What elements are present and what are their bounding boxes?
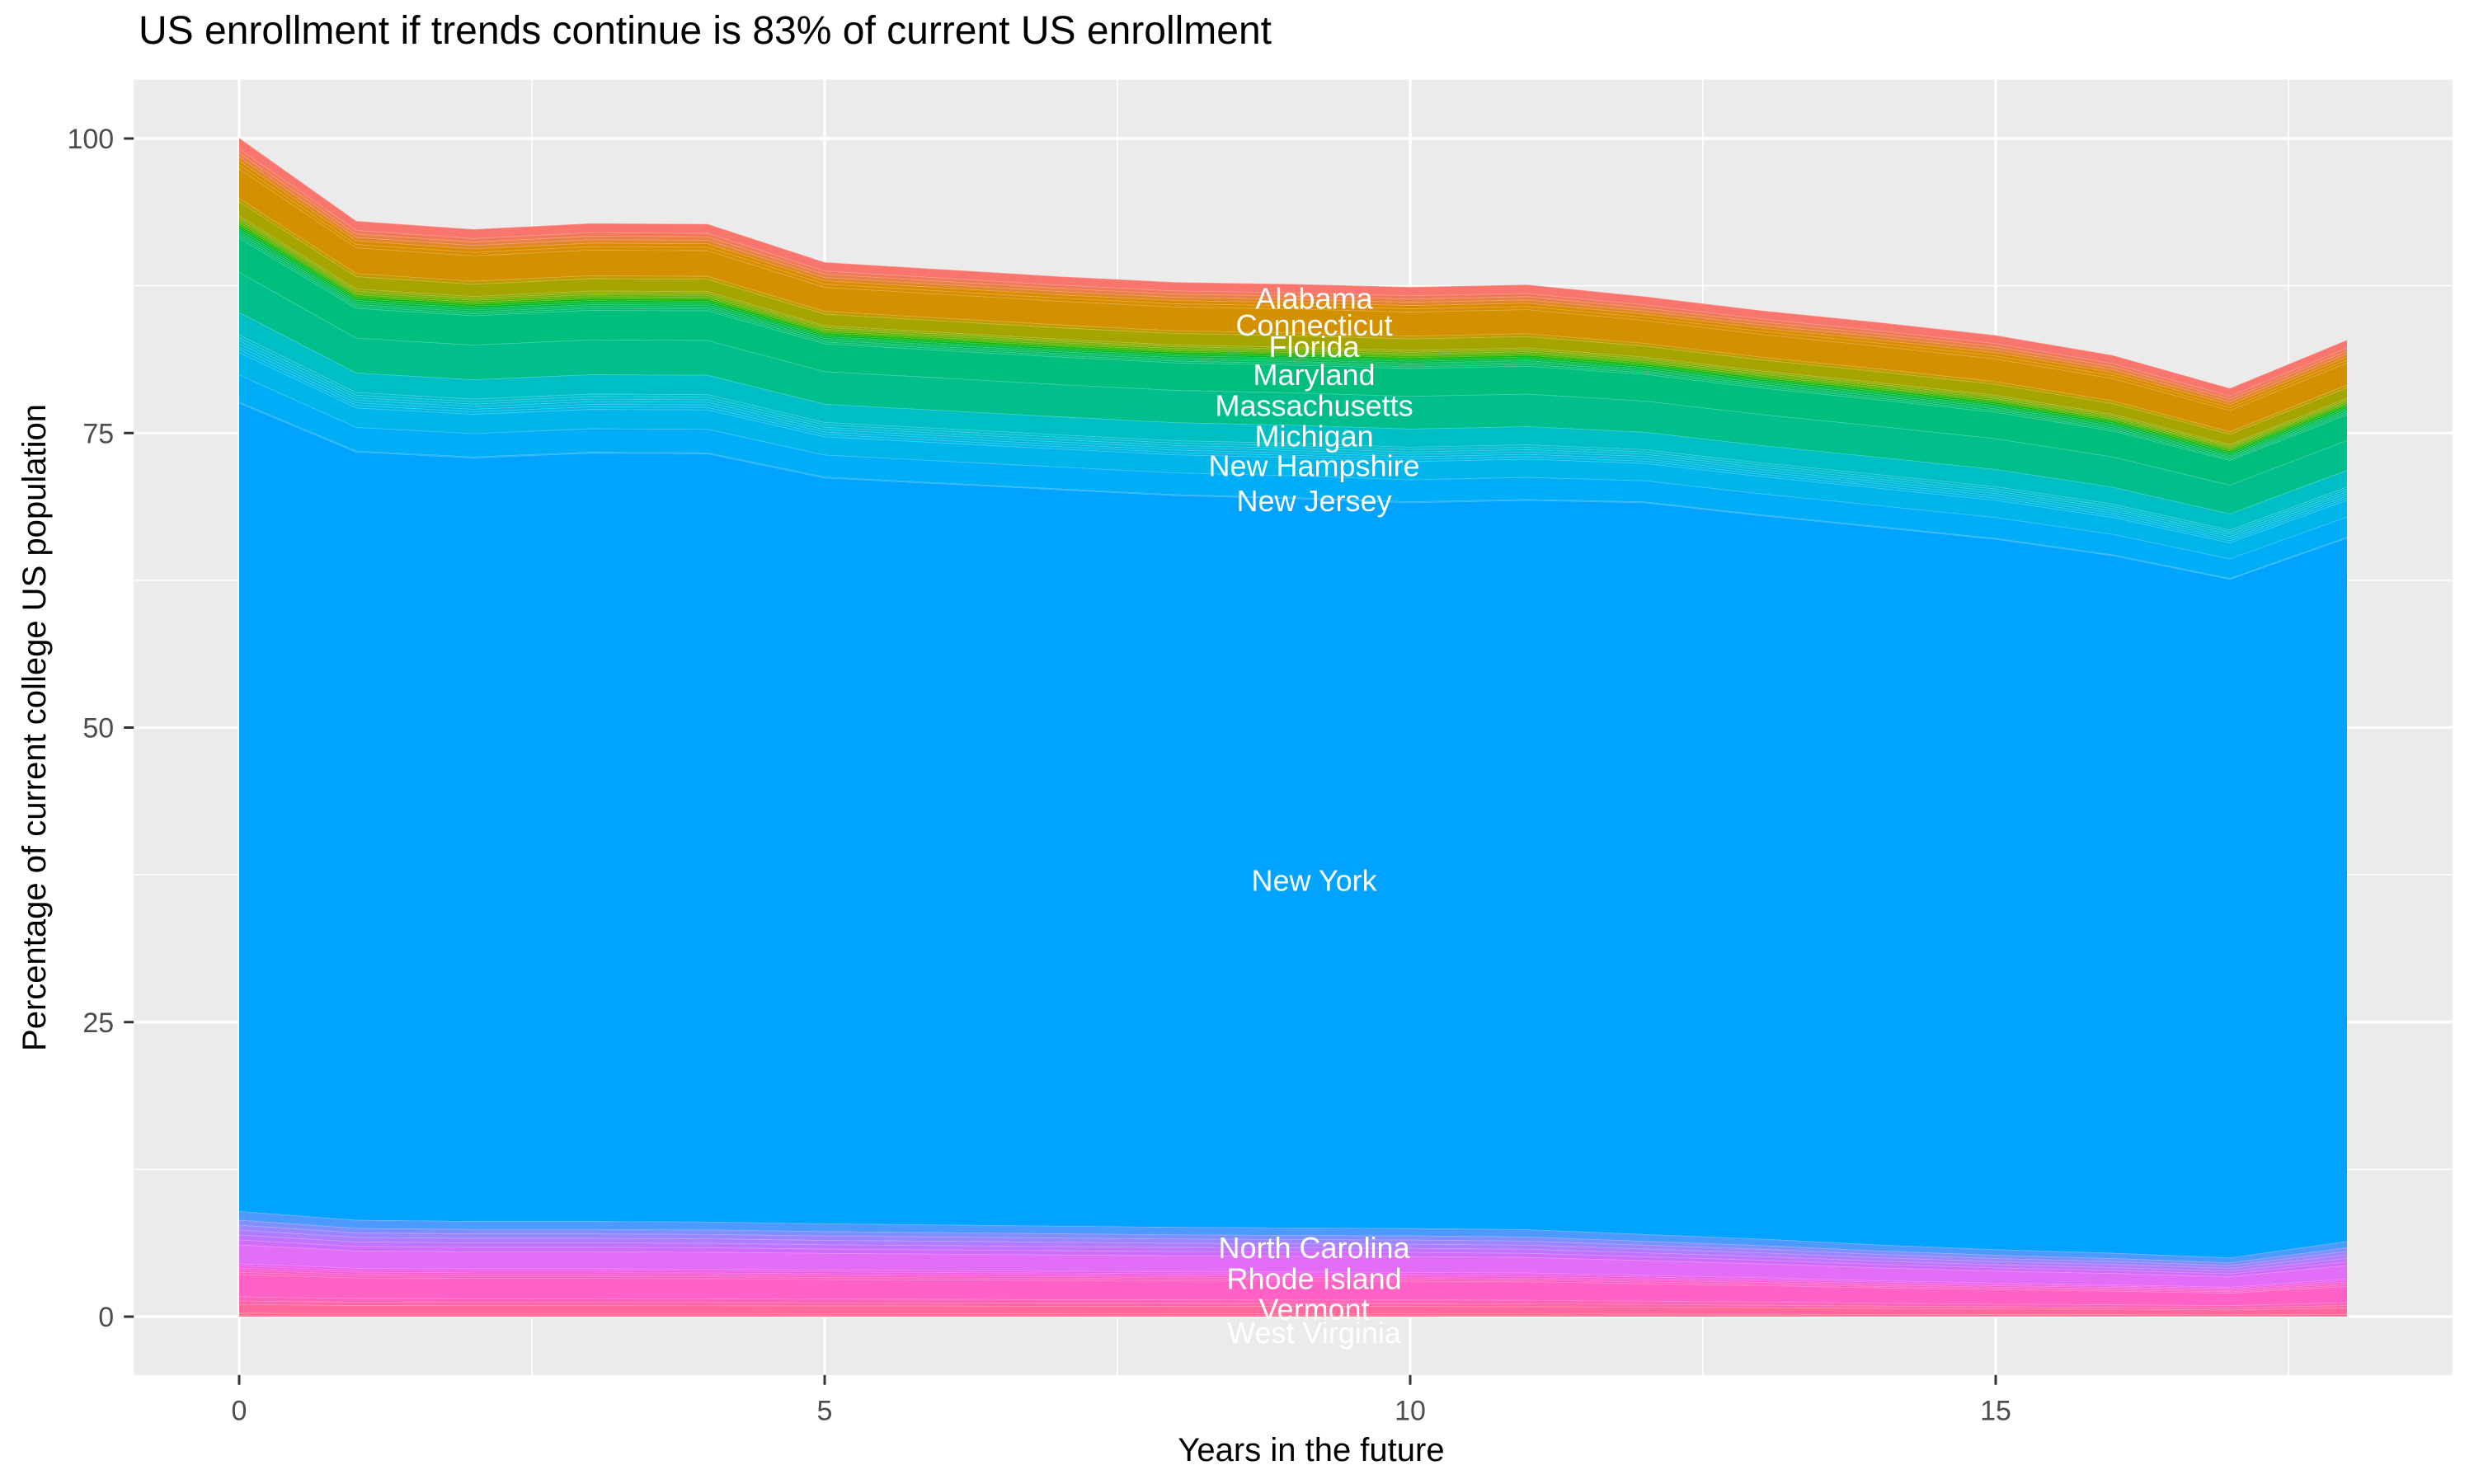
x-tick-label: 5 xyxy=(817,1396,833,1427)
axis-ticks xyxy=(124,137,1997,1385)
area-oregon xyxy=(239,1234,2347,1274)
state-label-west-virginia: West Virginia xyxy=(1227,1316,1402,1350)
state-label-new-jersey: New Jersey xyxy=(1237,484,1392,518)
area-maryland xyxy=(239,237,2347,486)
area-north-dakota xyxy=(239,1219,2347,1266)
area-tennessee xyxy=(239,1267,2347,1291)
x-tick-label: 10 xyxy=(1395,1396,1426,1427)
state-label-rhode-island: Rhode Island xyxy=(1226,1261,1401,1295)
area-new-jersey xyxy=(239,374,2347,579)
chart-title: US enrollment if trends continue is 83% … xyxy=(139,9,1272,53)
state-label-new-hampshire: New Hampshire xyxy=(1209,448,1420,482)
y-axis-title: Percentage of current college US populat… xyxy=(16,404,53,1051)
area-ohio xyxy=(239,1224,2347,1269)
state-labels: AlabamaConnecticutFloridaMarylandMassach… xyxy=(1209,281,1420,1350)
area-virginia xyxy=(239,1296,2347,1308)
state-label-massachusetts: Massachusetts xyxy=(1216,388,1413,422)
area-north-carolina xyxy=(239,1211,2347,1263)
state-label-florida: Florida xyxy=(1269,330,1361,364)
state-label-alabama: Alabama xyxy=(1256,281,1374,315)
y-tick-label: 100 xyxy=(67,124,114,155)
area-wyoming xyxy=(239,1315,2347,1317)
area-pennsylvania xyxy=(239,1239,2347,1277)
y-tick-label: 25 xyxy=(82,1007,114,1039)
x-axis-title: Years in the future xyxy=(1178,1432,1444,1468)
area-massachusetts xyxy=(239,272,2347,514)
state-label-michigan: Michigan xyxy=(1255,420,1374,453)
state-label-north-carolina: North Carolina xyxy=(1219,1231,1411,1265)
area-connecticut xyxy=(239,168,2347,432)
y-tick-label: 50 xyxy=(82,713,114,744)
area-vermont xyxy=(239,1274,2347,1306)
area-new-york xyxy=(239,402,2347,1258)
axis-tick-labels: 0 25 50 75 100 0 5 10 15 xyxy=(67,124,2011,1427)
area-new-hampshire xyxy=(239,352,2347,559)
area-florida xyxy=(239,201,2347,444)
area-bands xyxy=(238,137,2348,1317)
state-label-vermont: Vermont xyxy=(1259,1292,1370,1326)
y-tick-label: 75 xyxy=(82,418,114,449)
area-texas xyxy=(239,1270,2347,1292)
state-label-maryland: Maryland xyxy=(1253,358,1376,392)
area-rhode-island xyxy=(239,1244,2347,1288)
x-tick-label: 0 xyxy=(232,1396,247,1427)
area-west-virginia xyxy=(239,1304,2347,1315)
state-label-connecticut: Connecticut xyxy=(1236,308,1393,342)
area-south-dakota xyxy=(239,1266,2347,1289)
y-tick-label: 0 xyxy=(98,1302,114,1333)
band-edge-alabama xyxy=(238,137,2348,389)
area-wisconsin xyxy=(239,1313,2347,1317)
area-south-carolina xyxy=(239,1263,2347,1289)
x-tick-label: 15 xyxy=(1980,1396,2011,1427)
area-michigan xyxy=(239,312,2347,530)
area-oklahoma xyxy=(239,1229,2347,1271)
area-utah xyxy=(239,1272,2347,1294)
state-label-new-york: New York xyxy=(1252,863,1378,897)
area-washington xyxy=(239,1300,2347,1310)
